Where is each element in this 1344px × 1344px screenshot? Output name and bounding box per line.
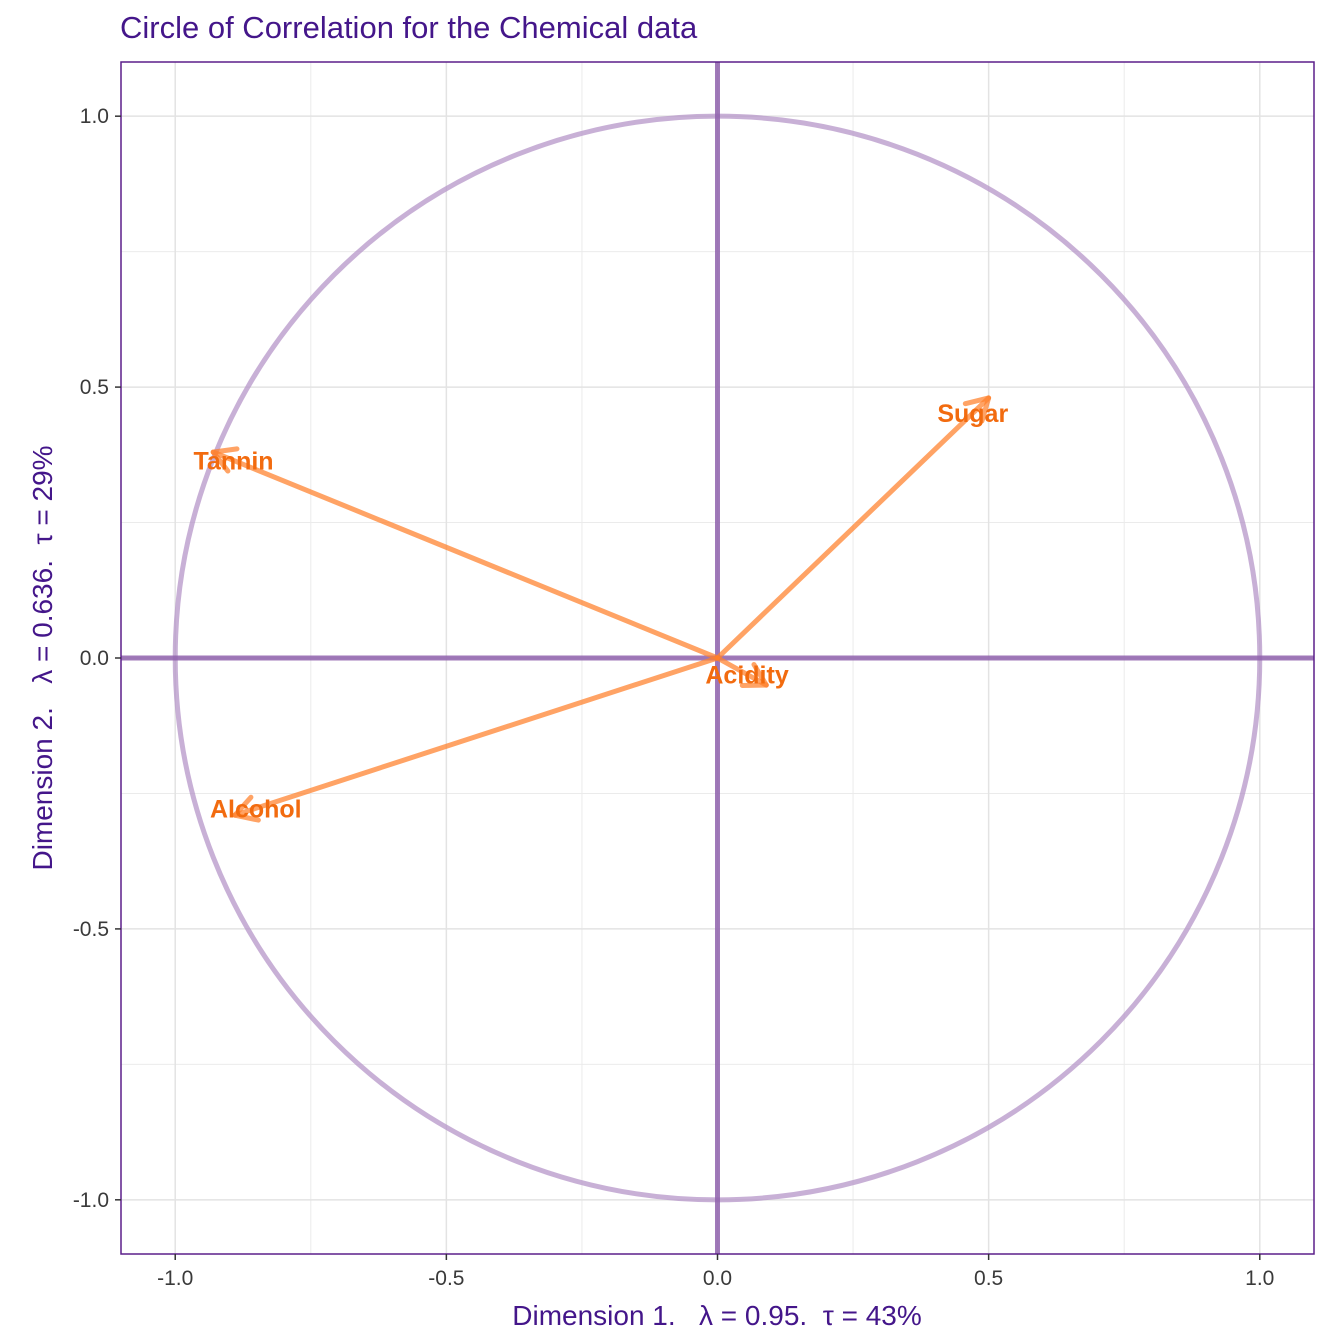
y-axis-ticks: -1.0 -0.5 0.0 0.5 1.0: [73, 105, 121, 1212]
label-alcohol: Alcohol: [210, 795, 302, 823]
y-axis-title: Dimension 2. λ = 0.636. τ = 29%: [27, 445, 58, 870]
y-tick-label: -0.5: [73, 918, 109, 941]
x-tick-label: -1.0: [157, 1267, 193, 1290]
x-tick-label: -0.5: [428, 1267, 464, 1290]
x-axis-ticks: -1.0 -0.5 0.0 0.5 1.0: [157, 1254, 1274, 1290]
arrow-alcohol: [232, 655, 720, 823]
arrow-tannin: [210, 446, 720, 661]
arrowhead-acidity: [739, 662, 769, 688]
arrowhead-tannin: [210, 446, 240, 474]
x-axis-title: Dimension 1. λ = 0.95. τ = 43%: [512, 1300, 922, 1331]
arrow-acidity: [715, 655, 769, 688]
variable-labels: Tannin Sugar Acidity Alcohol: [194, 400, 1009, 823]
x-tick-label: 0.0: [703, 1267, 732, 1290]
arrow-sugar: [715, 395, 992, 661]
y-tick-label: 0.0: [80, 647, 109, 670]
y-tick-label: 0.5: [80, 376, 109, 399]
label-tannin: Tannin: [194, 447, 274, 475]
arrowhead-sugar: [962, 395, 992, 424]
chart-title: Circle of Correlation for the Chemical d…: [120, 10, 698, 45]
label-sugar: Sugar: [937, 400, 1008, 428]
y-tick-label: 1.0: [80, 105, 109, 128]
variable-arrows: [210, 395, 992, 823]
arrow-shaft-acidity: [715, 655, 769, 688]
label-acidity: Acidity: [705, 661, 788, 689]
x-tick-label: 0.5: [974, 1267, 1003, 1290]
arrow-shaft-tannin: [210, 449, 720, 661]
arrow-shaft-alcohol: [232, 655, 720, 818]
arrow-shaft-sugar: [715, 395, 992, 661]
x-tick-label: 1.0: [1245, 1267, 1274, 1290]
arrowhead-alcohol: [232, 794, 261, 823]
y-tick-label: -1.0: [73, 1189, 109, 1212]
